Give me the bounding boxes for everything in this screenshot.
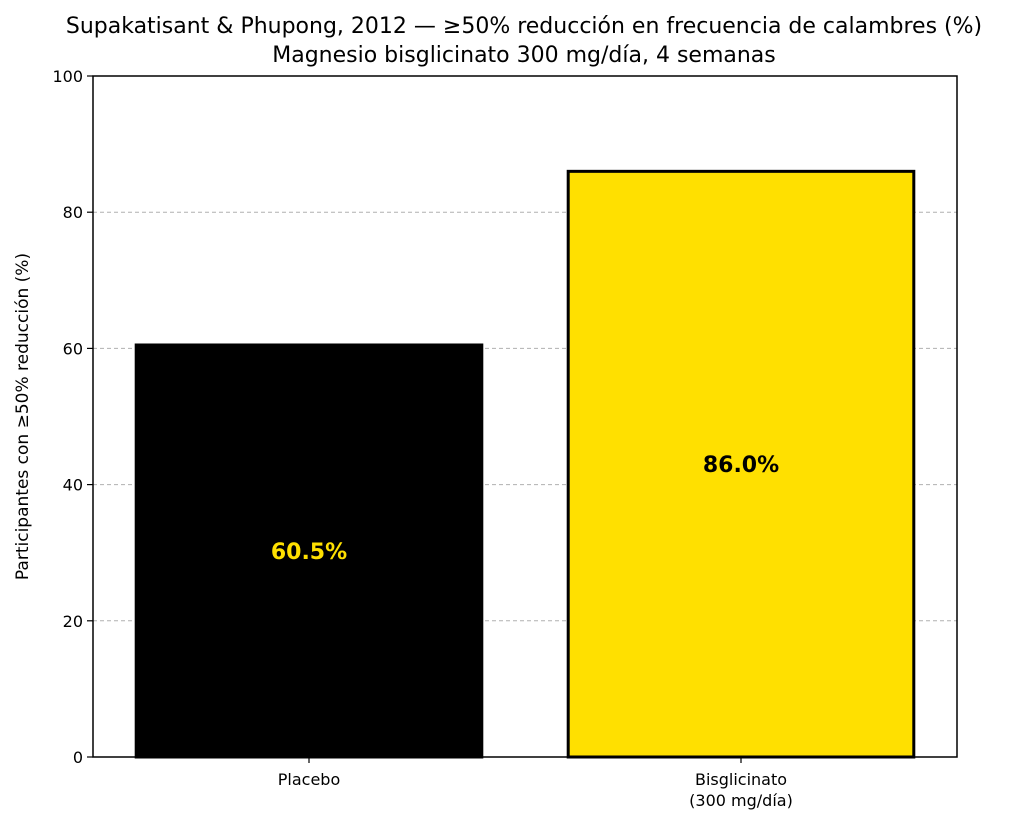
chart-title-main: Supakatisant & Phupong, 2012 — ≥50% redu… [65,14,983,39]
x-tick-label: Bisglicinato (300 mg/día) [689,770,793,810]
y-tick-label: 40 [63,476,83,495]
x-axis-ticks: Placebo Bisglicinato (300 mg/día) [278,757,793,810]
data-labels: 60.5% 86.0% [271,453,779,565]
y-tick-label: 100 [52,67,83,86]
chart-subtitle: Magnesio bisglicinato 300 mg/día, 4 sema… [272,43,776,68]
y-tick-label: 0 [73,748,83,767]
bars [134,169,916,759]
bar-value-label: 86.0% [703,453,779,478]
bar [134,343,484,759]
bar [566,169,916,759]
x-tick-label: Placebo [278,770,340,789]
plot-area-frame [92,75,958,758]
y-tick-label: 80 [63,203,83,222]
y-tick-label: 20 [63,612,83,631]
chart-title: Supakatisant & Phupong, 2012 — ≥50% redu… [0,12,1024,70]
y-tick-label: 60 [63,339,83,358]
bar-value-label: 60.5% [271,540,347,565]
y-axis-ticks: 0 20 40 60 80 100 [52,67,93,767]
y-axis-label: Participantes con ≥50% reducción (%) [13,253,33,580]
